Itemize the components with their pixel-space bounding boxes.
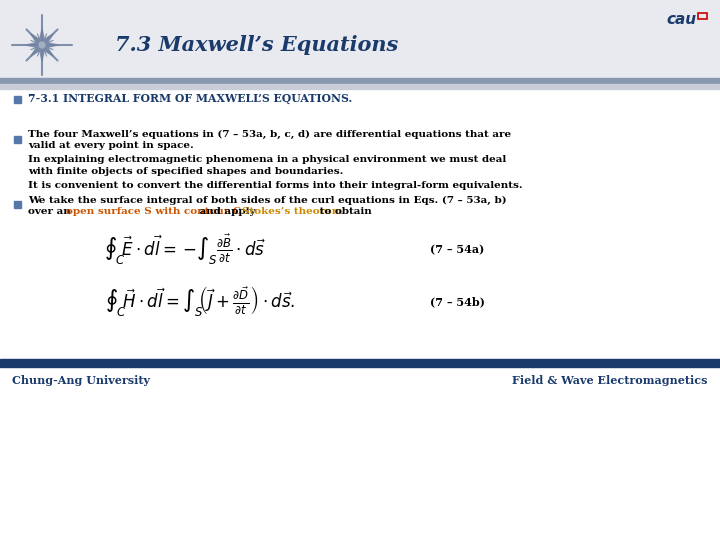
Text: with finite objects of specified shapes and boundaries.: with finite objects of specified shapes …	[28, 166, 343, 176]
Bar	[14, 201, 21, 208]
Text: 7-3.1 INTEGRAL FORM OF MAXWELL’S EQUATIONS.: 7-3.1 INTEGRAL FORM OF MAXWELL’S EQUATIO…	[28, 93, 352, 105]
Text: In explaining electromagnetic phenomena in a physical environment we must deal: In explaining electromagnetic phenomena …	[28, 156, 506, 165]
Polygon shape	[26, 29, 58, 61]
Bar	[0, 95, 720, 375]
Text: The four Maxwell’s equations in (7 – 53a, b, c, d) are differential equations th: The four Maxwell’s equations in (7 – 53a…	[28, 130, 511, 139]
Text: valid at every point in space.: valid at every point in space.	[28, 140, 194, 150]
Text: $\oint_C \!\vec{H} \cdot d\vec{l} = \int_S \!\left(\vec{J} + \frac{\partial \vec: $\oint_C \!\vec{H} \cdot d\vec{l} = \int…	[105, 285, 295, 319]
Bar	[0, 359, 720, 367]
Text: We take the surface integral of both sides of the curl equations in Eqs. (7 – 53: We take the surface integral of both sid…	[28, 195, 507, 205]
Bar	[14, 136, 21, 143]
Bar	[0, 78, 720, 84]
Bar	[0, 84, 720, 89]
Bar	[0, 0, 720, 80]
Text: over an: over an	[28, 207, 74, 217]
Text: $\oint_C \!\vec{E} \cdot d\vec{l} = -\!\int_S \frac{\partial \vec{B}}{\partial t: $\oint_C \!\vec{E} \cdot d\vec{l} = -\!\…	[104, 233, 266, 267]
Text: to obtain: to obtain	[316, 207, 372, 217]
Text: cau: cau	[667, 12, 697, 27]
Text: 7.3 Maxwell’s Equations: 7.3 Maxwell’s Equations	[115, 35, 398, 55]
Text: open surface S with contour C: open surface S with contour C	[66, 207, 241, 217]
Bar	[14, 96, 21, 103]
Text: It is convenient to convert the differential forms into their integral-form equi: It is convenient to convert the differen…	[28, 181, 523, 191]
Circle shape	[39, 42, 45, 48]
Text: Stokes’s theorem: Stokes’s theorem	[242, 207, 343, 217]
Text: (7 – 54b): (7 – 54b)	[430, 296, 485, 307]
Text: (7 – 54a): (7 – 54a)	[430, 245, 485, 255]
Text: Chung-Ang University: Chung-Ang University	[12, 375, 150, 386]
Text: Field & Wave Electromagnetics: Field & Wave Electromagnetics	[513, 375, 708, 386]
Text: and apply: and apply	[196, 207, 259, 217]
